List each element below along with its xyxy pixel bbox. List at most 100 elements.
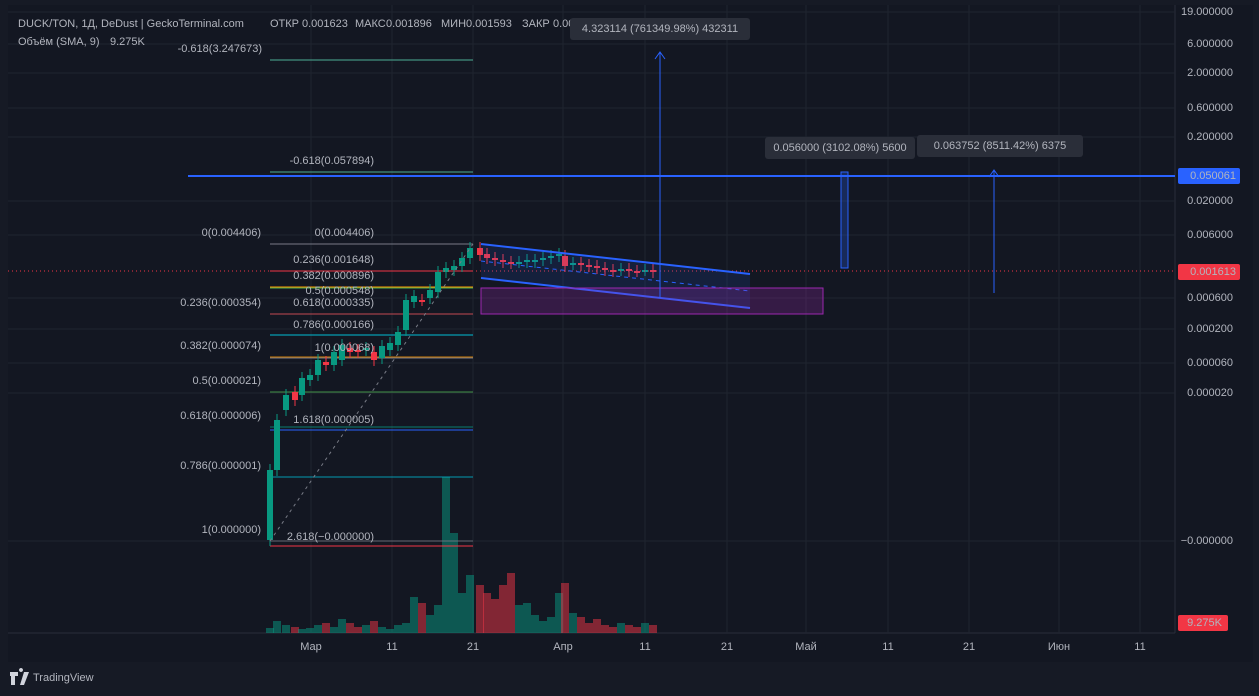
volume-bar xyxy=(515,605,523,633)
volume-bar xyxy=(617,623,625,633)
line-badge: 0.050061 xyxy=(1190,170,1236,182)
price-label: −0.000000 xyxy=(1181,535,1233,547)
volume-bar xyxy=(601,625,609,633)
volume-bar xyxy=(547,617,555,633)
candle-body xyxy=(339,345,345,360)
arrow-head xyxy=(988,169,1000,178)
price-label: 0.600000 xyxy=(1187,102,1233,114)
time-label: 11 xyxy=(882,641,893,653)
candle-body xyxy=(626,269,632,271)
fib-label: 1(0.000000) xyxy=(202,524,261,536)
time-label: 21 xyxy=(721,641,733,653)
volume-bar xyxy=(346,623,354,633)
volume-label: Объём (SMA, 9) xyxy=(18,36,100,48)
volume-bar xyxy=(458,593,466,633)
header-open: 0.001623 xyxy=(302,18,348,30)
volume-bar xyxy=(322,623,330,633)
measure-label: 0.056000 (3102.08%) 5600 xyxy=(773,142,906,154)
price-label: 2.000000 xyxy=(1187,67,1233,79)
fib-label: 0.786(0.000166) xyxy=(293,319,374,331)
header-high: 0.001896 xyxy=(386,18,432,30)
time-label: 21 xyxy=(467,641,479,653)
volume-badge-bg xyxy=(1178,615,1228,631)
volume-bar xyxy=(593,619,601,633)
time-label: 11 xyxy=(386,641,397,653)
rectangle xyxy=(480,287,824,315)
time-label: Июн xyxy=(1048,641,1070,653)
candle-body xyxy=(267,470,273,540)
volume-bar xyxy=(577,617,585,633)
candle-body xyxy=(419,300,425,302)
measure-range xyxy=(840,171,849,269)
header-open-label: ОТКР xyxy=(270,18,299,30)
fib-label: 0.618(0.000335) xyxy=(293,297,374,309)
volume-bar xyxy=(273,621,281,633)
volume-bar xyxy=(523,603,531,633)
fib-label: 0.236(0.000354) xyxy=(180,297,261,309)
candle-body xyxy=(363,348,369,350)
candle-body xyxy=(355,350,361,352)
candle-body xyxy=(578,263,584,265)
line-badge-bg xyxy=(1178,168,1240,184)
fib-label: 0.236(0.001648) xyxy=(293,254,374,266)
channel-mid xyxy=(480,260,751,292)
candle-body xyxy=(315,360,321,375)
logo-icon xyxy=(10,668,29,685)
price-label: 0.000600 xyxy=(1187,292,1233,304)
volume-bar xyxy=(507,573,515,633)
candle-body xyxy=(347,348,353,352)
volume-bar xyxy=(370,621,378,633)
arrow-head xyxy=(654,51,666,60)
volume-bar xyxy=(386,629,394,633)
fib-label: 0.5(0.000021) xyxy=(193,375,262,387)
candle-body xyxy=(292,392,298,400)
volume-bar xyxy=(378,627,386,633)
fib-label: -0.618(3.247673) xyxy=(178,43,262,55)
candle-body xyxy=(634,271,640,273)
fib-label: 0.382(0.000074) xyxy=(180,340,261,352)
price-label: 0.200000 xyxy=(1187,131,1233,143)
fib-label: 0.382(0.000896) xyxy=(293,270,374,282)
volume-bar xyxy=(426,615,434,633)
candle-body xyxy=(459,258,465,266)
tradingview-logo xyxy=(10,668,29,685)
price-label: 0.006000 xyxy=(1187,229,1233,241)
drawings xyxy=(8,51,1175,542)
volume-bar xyxy=(491,599,499,633)
price-label: 19.000000 xyxy=(1181,6,1233,18)
fib-label: -0.618(0.057894) xyxy=(290,155,374,167)
candle-body xyxy=(274,420,280,470)
fib-label: 1(0.000068) xyxy=(315,342,374,354)
candle-body xyxy=(477,248,483,255)
candle-body xyxy=(451,266,457,270)
volume-bar xyxy=(641,623,649,633)
candle-body xyxy=(508,262,514,264)
candle-body xyxy=(443,268,449,272)
candle-body xyxy=(427,290,433,298)
volume-bar xyxy=(291,627,299,633)
price-label: 0.000200 xyxy=(1187,323,1233,335)
volume-bar xyxy=(330,627,338,633)
volume-bar xyxy=(561,583,569,633)
volume-bar xyxy=(418,603,426,633)
candle-body xyxy=(484,254,490,258)
volume-bars xyxy=(266,477,657,633)
candle-body xyxy=(371,352,377,360)
volume-bar xyxy=(633,627,641,633)
chart-pane xyxy=(8,5,1253,662)
volume-bar xyxy=(555,593,563,633)
footer-brand: TradingView xyxy=(33,672,94,684)
time-label: 11 xyxy=(639,641,650,653)
candle-body xyxy=(395,332,401,345)
volume-bar xyxy=(354,627,362,633)
candle-body xyxy=(331,352,337,365)
candle-body xyxy=(532,260,538,262)
fib-label: 0.618(0.000006) xyxy=(180,410,261,422)
candles xyxy=(267,242,656,546)
header-symbol: DUCK/TON, 1Д, DeDust | GeckoTerminal.com xyxy=(18,18,244,30)
header-close-label: ЗАКР xyxy=(522,18,550,30)
price-label: 0.000020 xyxy=(1187,387,1233,399)
candle-body xyxy=(387,343,393,350)
price-label: 0.020000 xyxy=(1187,195,1233,207)
volume-bar xyxy=(434,605,442,633)
